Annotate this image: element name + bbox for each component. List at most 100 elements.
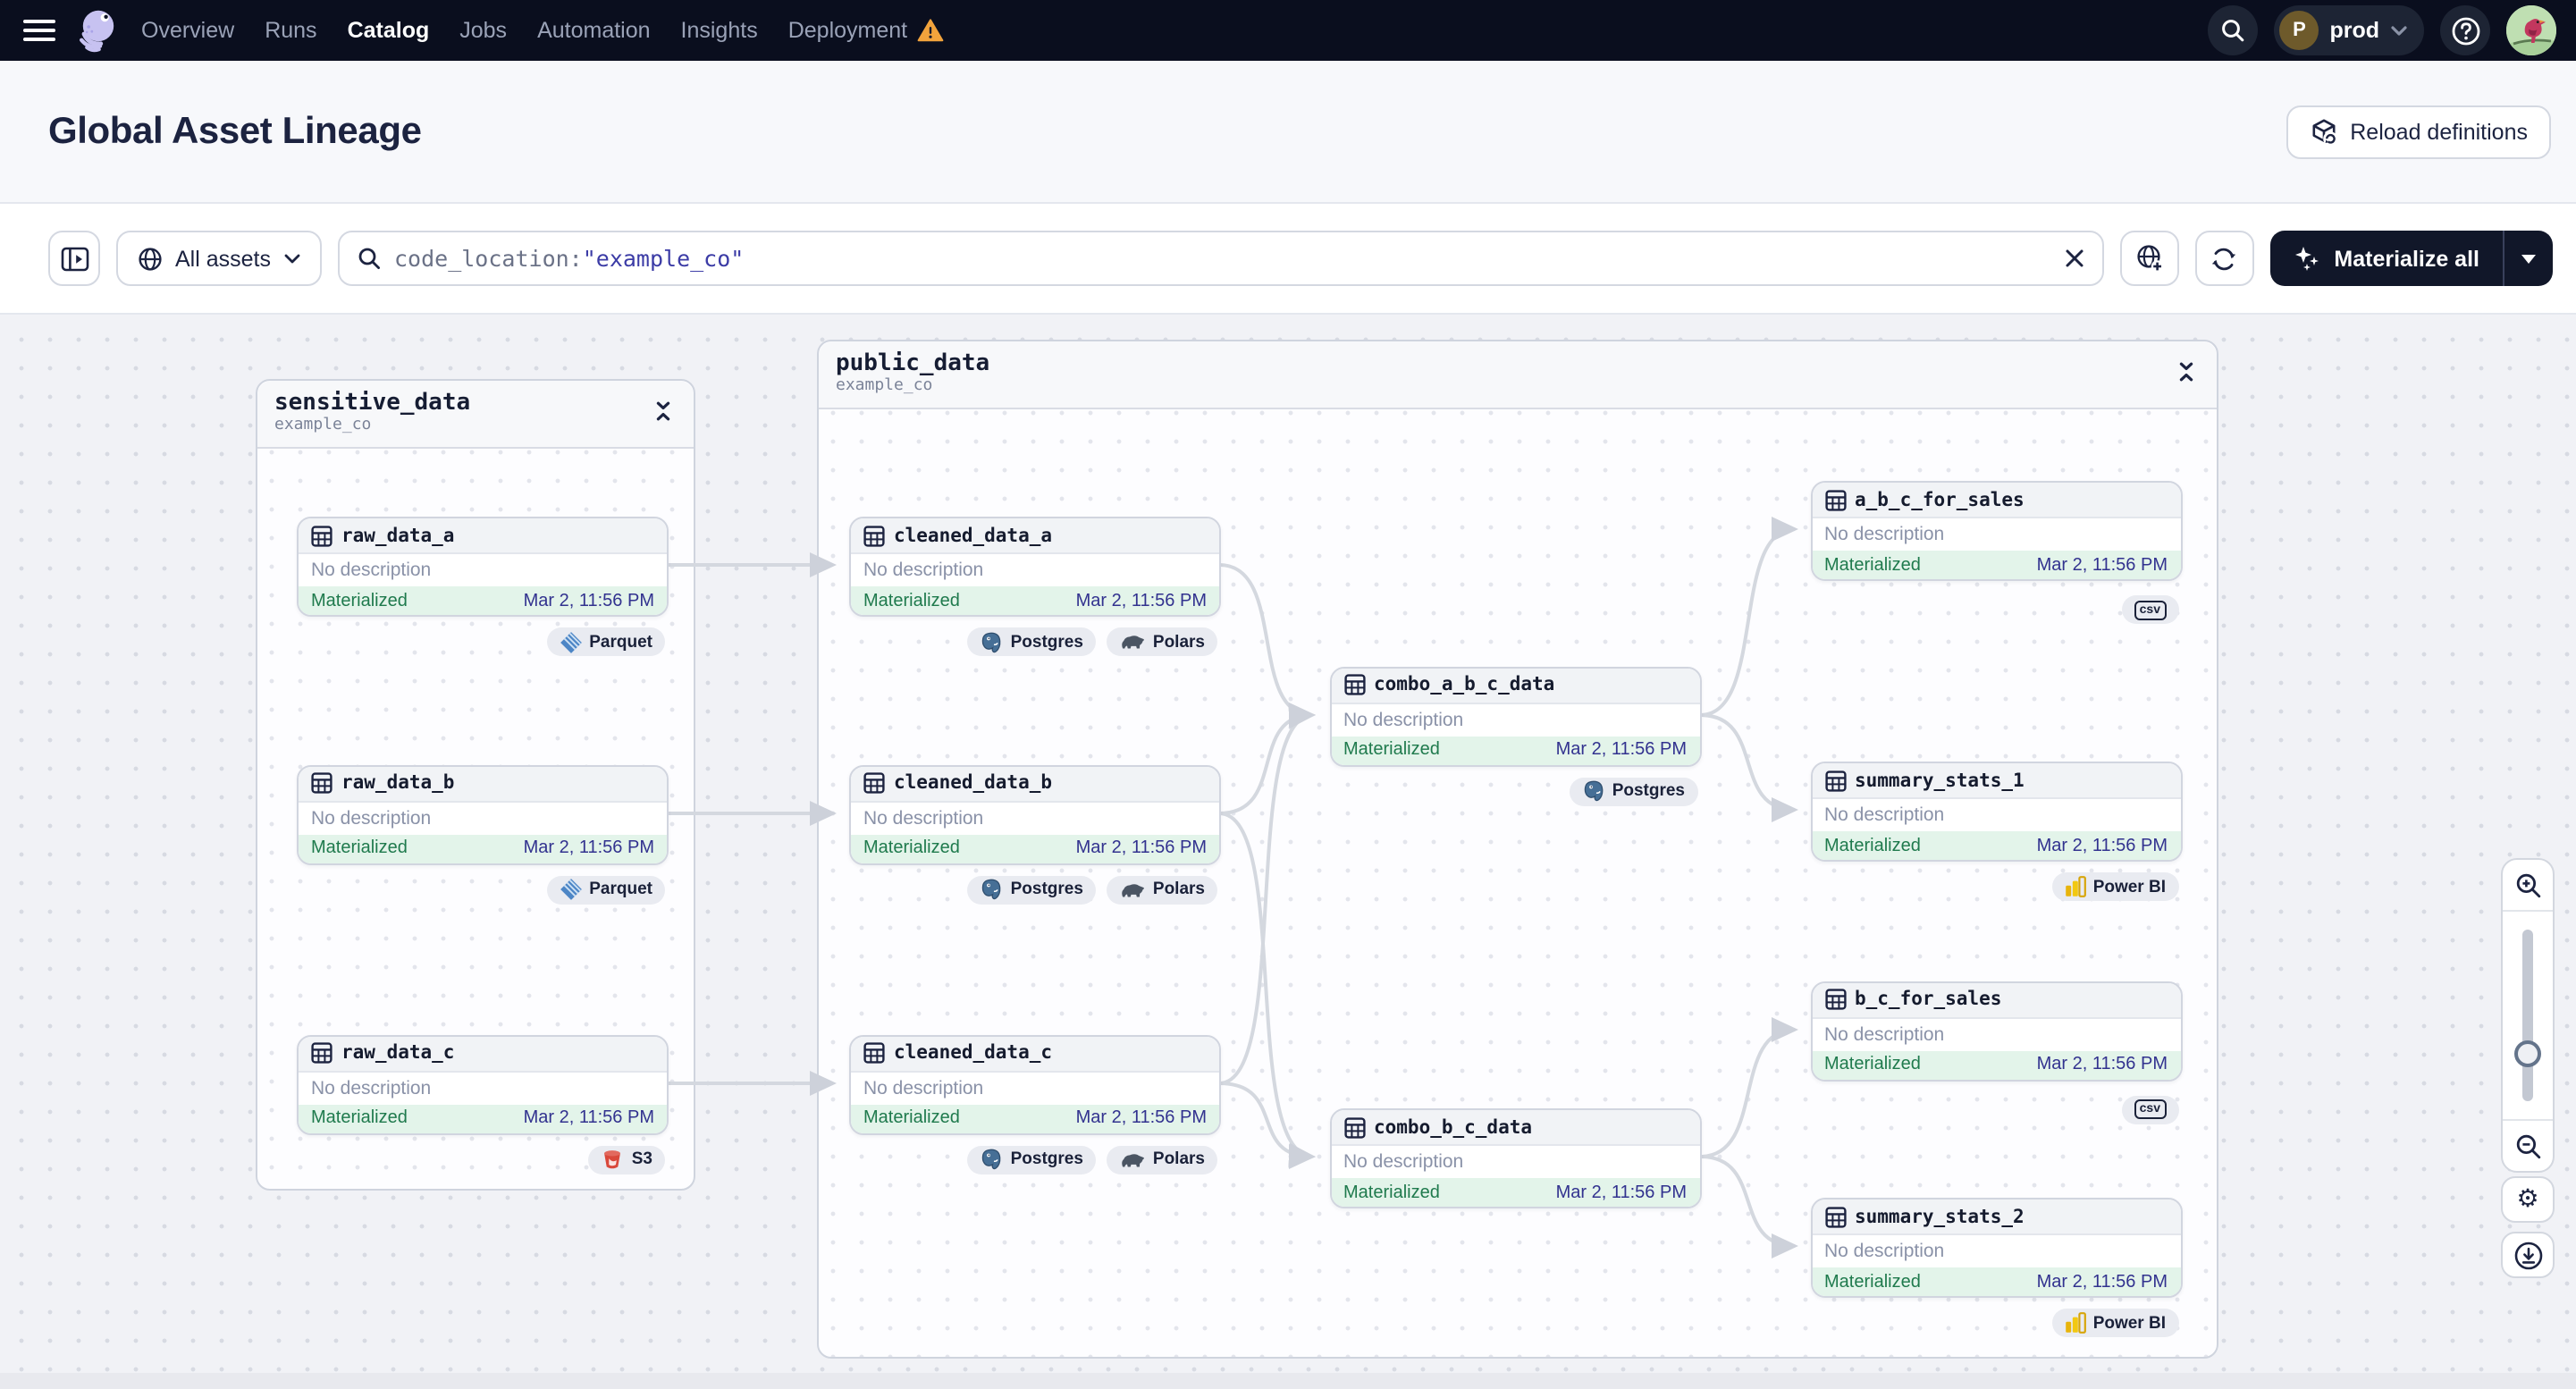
user-avatar[interactable] bbox=[2506, 5, 2556, 55]
reload-cube-icon bbox=[2311, 118, 2337, 146]
asset-name: cleaned_data_c bbox=[894, 1042, 1053, 1064]
dagster-logo[interactable] bbox=[73, 7, 120, 54]
download-graph-button[interactable] bbox=[2501, 1232, 2555, 1278]
zoom-out-button[interactable] bbox=[2503, 1121, 2553, 1171]
asset-name: cleaned_data_b bbox=[894, 772, 1053, 794]
lineage-canvas[interactable]: sensitive_data example_co public_data ex… bbox=[0, 315, 2576, 1389]
status-badge: Materialized bbox=[1343, 1183, 1440, 1202]
chevron-down-icon bbox=[2391, 25, 2407, 35]
asset-node-raw-data-a[interactable]: raw_data_a No description Materialized Ma… bbox=[297, 517, 669, 617]
materialization-timestamp: Mar 2, 11:56 PM bbox=[523, 591, 654, 610]
status-badge: Materialized bbox=[311, 838, 408, 858]
asset-description: No description bbox=[299, 802, 667, 834]
nav-item-jobs[interactable]: Jobs bbox=[459, 18, 508, 43]
group-header[interactable]: public_data example_co bbox=[818, 341, 2216, 409]
nav-item-overview[interactable]: Overview bbox=[141, 18, 235, 43]
materialize-all-button[interactable]: Materialize all bbox=[2269, 231, 2503, 286]
nav-item-catalog[interactable]: Catalog bbox=[347, 18, 430, 43]
zoom-in-button[interactable] bbox=[2503, 860, 2553, 910]
global-search-button[interactable] bbox=[2208, 5, 2259, 55]
asset-scope-dropdown[interactable]: All assets bbox=[116, 231, 321, 286]
group-title: sensitive_data bbox=[274, 390, 471, 417]
asset-node-a-b-c-for-sales[interactable]: a_b_c_for_sales No description Materiali… bbox=[1810, 481, 2182, 581]
table-icon bbox=[863, 772, 885, 794]
group-title: public_data bbox=[836, 350, 990, 377]
tag-powerbi[interactable]: Power BI bbox=[2051, 1309, 2178, 1337]
s3-icon bbox=[602, 1148, 625, 1171]
search-query-text: code_location:"example_co" bbox=[394, 245, 744, 272]
zoom-slider-handle[interactable] bbox=[2514, 1040, 2541, 1067]
tag-polars[interactable]: Polars bbox=[1106, 1145, 1217, 1174]
clear-search-button[interactable] bbox=[2064, 248, 2084, 268]
status-badge: Materialized bbox=[1824, 1272, 1921, 1292]
search-field-token: code_location: bbox=[394, 245, 583, 272]
tag-polars[interactable]: Polars bbox=[1106, 627, 1217, 656]
table-icon bbox=[1824, 1206, 1846, 1227]
tag-csv[interactable]: csv bbox=[2121, 595, 2178, 624]
zoom-slider-track[interactable] bbox=[2522, 930, 2533, 1101]
open-asset-panel-button[interactable] bbox=[48, 231, 100, 286]
powerbi-icon bbox=[2065, 1312, 2086, 1334]
filter-toolbar: All assets code_location:"example_co" bbox=[0, 204, 2576, 315]
deployment-name: prod bbox=[2329, 18, 2379, 43]
asset-node-summary-stats-1[interactable]: summary_stats_1 No description Materiali… bbox=[1810, 762, 2182, 862]
reload-definitions-label: Reload definitions bbox=[2350, 119, 2528, 144]
tag-powerbi[interactable]: Power BI bbox=[2051, 872, 2178, 901]
asset-name: combo_a_b_c_data bbox=[1374, 674, 1555, 695]
asset-node-combo-a-b-c-data[interactable]: combo_a_b_c_data No description Material… bbox=[1329, 666, 1701, 766]
status-badge: Materialized bbox=[311, 591, 408, 610]
status-badge: Materialized bbox=[863, 1108, 960, 1128]
tag-postgres[interactable]: Postgres bbox=[967, 627, 1096, 656]
group-location: example_co bbox=[274, 417, 372, 434]
filter-presets-button[interactable] bbox=[2119, 231, 2179, 286]
reload-definitions-button[interactable]: Reload definitions bbox=[2286, 105, 2551, 158]
table-icon bbox=[1343, 674, 1365, 695]
graph-settings-button[interactable]: ⚙ bbox=[2501, 1176, 2555, 1223]
menu-icon[interactable] bbox=[23, 20, 55, 41]
tag-parquet[interactable]: Parquet bbox=[546, 627, 665, 656]
materialize-all-button-group: Materialize all bbox=[2269, 231, 2553, 286]
bird-avatar-image bbox=[2506, 5, 2556, 55]
asset-node-b-c-for-sales[interactable]: b_c_for_sales No description Materialize… bbox=[1810, 981, 2182, 1081]
asset-description: No description bbox=[851, 1072, 1219, 1104]
tag-postgres[interactable]: Postgres bbox=[967, 1145, 1096, 1174]
nav-item-insights[interactable]: Insights bbox=[680, 18, 758, 43]
panel-expand-icon bbox=[60, 246, 88, 271]
deployment-switcher[interactable]: P prod bbox=[2274, 5, 2424, 55]
nav-item-runs[interactable]: Runs bbox=[265, 18, 317, 43]
tag-csv[interactable]: csv bbox=[2121, 1095, 2178, 1124]
asset-node-raw-data-b[interactable]: raw_data_b No description Materialized Ma… bbox=[297, 764, 669, 864]
asset-node-combo-b-c-data[interactable]: combo_b_c_data No description Materializ… bbox=[1329, 1108, 1701, 1208]
collapse-group-icon[interactable] bbox=[2173, 359, 2198, 384]
tag-postgres[interactable]: Postgres bbox=[967, 875, 1096, 904]
csv-icon: csv bbox=[2134, 1099, 2166, 1119]
status-badge: Materialized bbox=[863, 838, 960, 858]
materialization-timestamp: Mar 2, 11:56 PM bbox=[1555, 740, 1687, 760]
asset-node-cleaned-data-a[interactable]: cleaned_data_a No description Materializ… bbox=[849, 517, 1221, 617]
tag-postgres[interactable]: Postgres bbox=[1569, 777, 1697, 805]
tag-s3[interactable]: S3 bbox=[588, 1145, 665, 1174]
search-icon bbox=[2222, 20, 2244, 42]
search-input[interactable]: code_location:"example_co" bbox=[337, 231, 2104, 286]
asset-node-cleaned-data-b[interactable]: cleaned_data_b No description Materializ… bbox=[849, 764, 1221, 864]
asset-node-raw-data-c[interactable]: raw_data_c No description Materialized Ma… bbox=[297, 1034, 669, 1134]
nav-item-automation[interactable]: Automation bbox=[537, 18, 651, 43]
materialization-timestamp: Mar 2, 11:56 PM bbox=[2036, 1055, 2168, 1074]
asset-description: No description bbox=[1812, 1235, 2180, 1267]
asset-node-cleaned-data-c[interactable]: cleaned_data_c No description Materializ… bbox=[849, 1034, 1221, 1134]
materialize-options-button[interactable] bbox=[2503, 231, 2553, 286]
help-button[interactable] bbox=[2440, 5, 2490, 55]
tag-polars[interactable]: Polars bbox=[1106, 875, 1217, 904]
status-badge: Materialized bbox=[1824, 1055, 1921, 1074]
refresh-graph-button[interactable] bbox=[2194, 231, 2254, 286]
tag-parquet[interactable]: Parquet bbox=[546, 875, 665, 904]
deployment-avatar: P bbox=[2279, 11, 2319, 50]
materialization-timestamp: Mar 2, 11:56 PM bbox=[1075, 591, 1207, 610]
nav-item-deployment[interactable]: Deployment bbox=[787, 18, 908, 43]
collapse-group-icon[interactable] bbox=[650, 399, 675, 424]
group-header[interactable]: sensitive_data example_co bbox=[257, 381, 693, 449]
table-icon bbox=[1824, 770, 1846, 791]
asset-node-summary-stats-2[interactable]: summary_stats_2 No description Materiali… bbox=[1810, 1198, 2182, 1298]
asset-name: raw_data_c bbox=[341, 1042, 455, 1064]
zoom-out-icon bbox=[2515, 1133, 2540, 1158]
